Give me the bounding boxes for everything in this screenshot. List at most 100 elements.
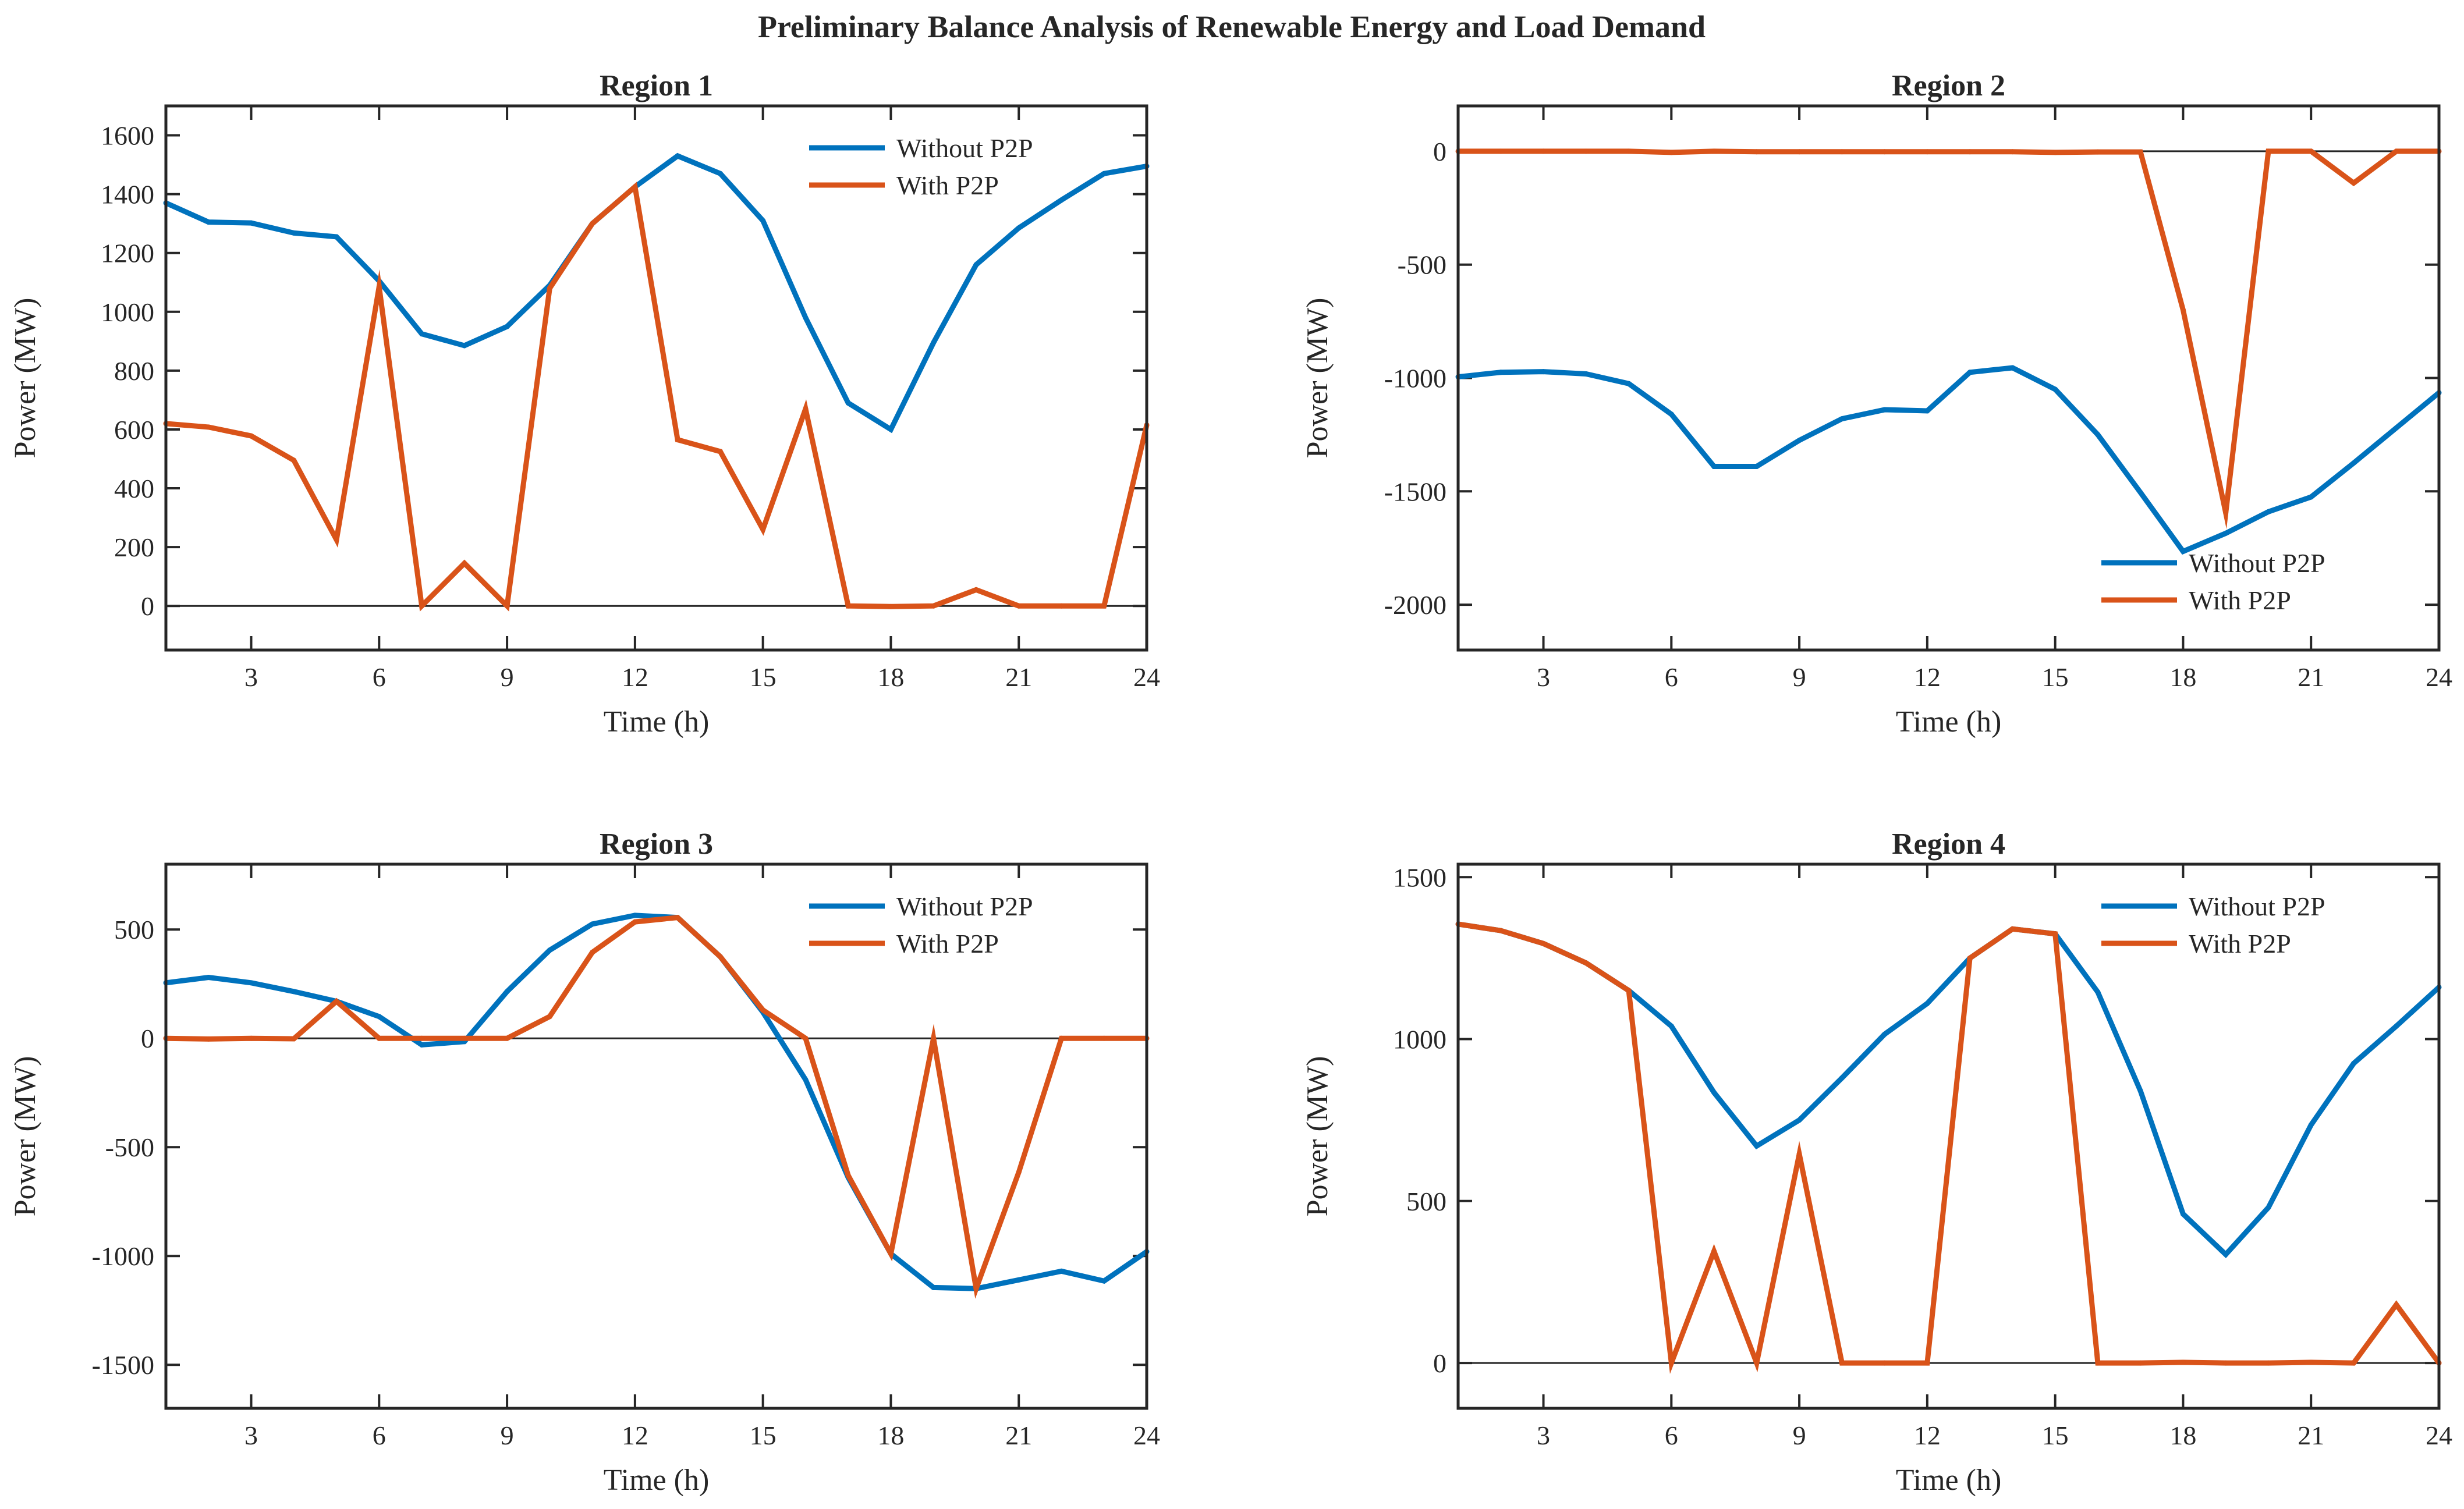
- x-axis-label: Time (h): [604, 1464, 710, 1497]
- data-point-without-p2p: [1668, 1023, 1674, 1029]
- series-line-without-p2p: [165, 912, 1148, 1291]
- data-point-without-p2p: [2266, 1205, 2271, 1210]
- data-point-with-p2p: [2223, 510, 2229, 516]
- plot-area: [1458, 106, 2439, 650]
- data-point-without-p2p: [803, 315, 809, 321]
- x-tick-label: 18: [877, 662, 904, 692]
- plot-area: [166, 864, 1147, 1408]
- data-point-without-p2p: [1796, 1117, 1802, 1123]
- data-point-with-p2p: [334, 537, 339, 542]
- data-point-without-p2p: [249, 980, 254, 986]
- figure-title: Preliminary Balance Analysis of Renewabl…: [758, 9, 1706, 44]
- data-point-with-p2p: [803, 406, 809, 412]
- data-point-with-p2p: [419, 603, 425, 609]
- data-point-with-p2p: [2137, 1360, 2143, 1366]
- data-point-with-p2p: [1016, 1169, 1022, 1175]
- legend-label: Without P2P: [2189, 892, 2325, 921]
- series-line-with-p2p: [1458, 921, 2441, 1374]
- data-point-with-p2p: [760, 1007, 766, 1013]
- plot-area: [166, 106, 1147, 650]
- data-point-with-p2p: [1796, 149, 1802, 155]
- data-point-with-p2p: [376, 284, 382, 290]
- data-point-without-p2p: [2137, 489, 2143, 495]
- x-tick-label: 24: [1133, 1421, 1160, 1450]
- data-point-with-p2p: [1967, 955, 1973, 961]
- panel-title: Region 2: [1892, 69, 2005, 102]
- data-point-without-p2p: [1711, 1089, 1717, 1095]
- data-point-with-p2p: [1924, 1360, 1930, 1366]
- data-point-with-p2p: [462, 560, 467, 566]
- y-tick-label: 0: [141, 591, 154, 621]
- data-point-without-p2p: [2223, 530, 2229, 536]
- y-axis-label: Power (MW): [9, 1056, 42, 1217]
- data-point-with-p2p: [1668, 150, 1674, 155]
- data-point-with-p2p: [1711, 1248, 1717, 1254]
- data-point-without-p2p: [419, 1042, 425, 1048]
- x-axis-label: Time (h): [604, 705, 710, 738]
- x-tick-label: 21: [1005, 1421, 1032, 1450]
- data-point-without-p2p: [760, 218, 766, 223]
- x-tick-label: 18: [2169, 662, 2196, 692]
- data-point-without-p2p: [2180, 549, 2186, 555]
- series-line-without-p2p: [1458, 365, 2441, 555]
- data-point-without-p2p: [590, 921, 595, 927]
- data-point-without-p2p: [2350, 460, 2356, 466]
- y-tick-label: 0: [1433, 1348, 1447, 1378]
- data-point-with-p2p: [632, 919, 638, 925]
- data-point-with-p2p: [1754, 149, 1760, 155]
- y-tick-label: -1000: [92, 1241, 154, 1271]
- y-tick-label: 1400: [101, 180, 154, 210]
- data-point-with-p2p: [888, 603, 894, 609]
- data-point-without-p2p: [1498, 370, 1504, 375]
- legend: Without P2P With P2P: [809, 133, 1033, 200]
- data-point-with-p2p: [1626, 988, 1632, 993]
- y-tick-label: 500: [1406, 1187, 1447, 1216]
- data-point-without-p2p: [1967, 370, 1973, 375]
- x-tick-label: 3: [1537, 662, 1550, 692]
- y-axis-label: Power (MW): [1301, 298, 1334, 459]
- data-point-with-p2p: [803, 1035, 809, 1041]
- panel-title: Region 3: [600, 828, 713, 861]
- series-line-without-p2p: [165, 152, 1147, 434]
- data-point-with-p2p: [590, 949, 595, 955]
- data-point-with-p2p: [1626, 148, 1632, 154]
- x-tick-label: 12: [622, 662, 648, 692]
- x-tick-label: 21: [2298, 662, 2324, 692]
- data-point-with-p2p: [2009, 926, 2015, 932]
- data-point-with-p2p: [1839, 1360, 1845, 1366]
- data-point-with-p2p: [973, 587, 979, 592]
- data-point-with-p2p: [2052, 150, 2058, 155]
- y-tick-label: -500: [105, 1132, 154, 1162]
- data-point-without-p2p: [547, 947, 552, 953]
- data-point-with-p2p: [291, 457, 297, 463]
- data-point-with-p2p: [931, 603, 937, 609]
- data-point-without-p2p: [803, 1077, 809, 1082]
- y-tick-label: 1000: [1393, 1025, 1447, 1054]
- data-point-without-p2p: [2394, 425, 2399, 431]
- data-point-with-p2p: [2266, 148, 2271, 154]
- data-point-with-p2p: [2350, 180, 2356, 186]
- data-point-with-p2p: [590, 221, 595, 226]
- axes-frame: [1456, 862, 2441, 1410]
- y-tick-label: -1500: [1384, 477, 1447, 506]
- data-point-without-p2p: [2052, 386, 2058, 392]
- data-point-without-p2p: [1058, 197, 1064, 203]
- y-tick-label: 1000: [101, 297, 154, 327]
- data-point-with-p2p: [2350, 1360, 2356, 1366]
- data-point-with-p2p: [1754, 1360, 1760, 1366]
- data-point-without-p2p: [334, 234, 339, 240]
- x-tick-label: 18: [877, 1421, 904, 1450]
- data-point-without-p2p: [2308, 1122, 2314, 1128]
- data-point-with-p2p: [2180, 307, 2186, 313]
- data-point-with-p2p: [1541, 148, 1547, 154]
- data-point-with-p2p: [675, 915, 680, 921]
- data-point-without-p2p: [888, 427, 894, 432]
- data-point-without-p2p: [1016, 225, 1022, 231]
- y-tick-label: 500: [114, 915, 154, 945]
- legend: Without P2P With P2P: [809, 892, 1033, 958]
- legend-label: Without P2P: [896, 133, 1033, 163]
- data-point-with-p2p: [845, 1173, 851, 1178]
- chart-region-1: 3 6 9 12 15 18 21 24 0 200 400 600 800 1000 1200 1400 16…: [9, 69, 1160, 738]
- x-tick-label: 12: [622, 1421, 648, 1450]
- y-tick-label: 200: [114, 532, 154, 562]
